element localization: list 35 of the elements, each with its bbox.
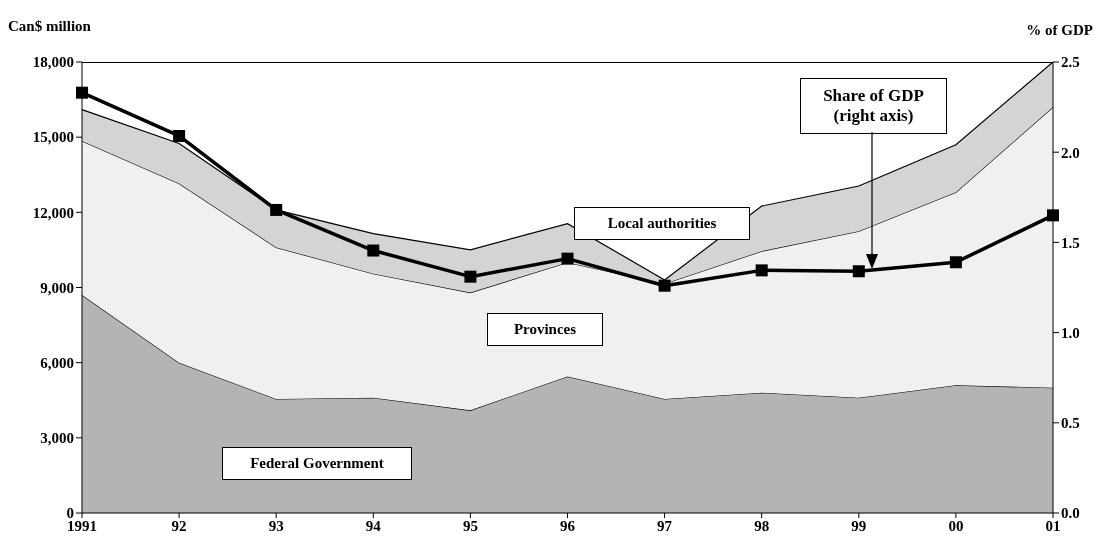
point [464, 270, 477, 283]
point [561, 252, 574, 265]
point [173, 129, 186, 142]
point [367, 244, 380, 257]
y2-tick-label: 2.0 [1061, 144, 1080, 161]
x-tick-label: 97 [657, 517, 673, 534]
x-tick-label: 99 [851, 517, 867, 534]
y2-tick-label: 2.5 [1061, 54, 1080, 71]
x-tick-label: 94 [365, 517, 382, 534]
y-axis-title: Can$ million [8, 18, 91, 35]
y-tick-label: 12,000 [32, 204, 74, 221]
y-tick-label: 6,000 [40, 354, 74, 371]
point [270, 203, 283, 216]
point [1047, 209, 1059, 222]
x-tick-label: 93 [268, 517, 284, 534]
y-tick-label: 15,000 [32, 129, 74, 146]
x-tick-label: 01 [1045, 517, 1061, 534]
x-tick-label: 95 [462, 517, 478, 534]
x-tick-label: 96 [560, 517, 576, 534]
y2-tick-label: 0.0 [1061, 505, 1080, 522]
point [852, 265, 865, 278]
y-tick-label: 9,000 [40, 279, 74, 296]
y2-tick-label: 0.5 [1061, 415, 1080, 432]
point [76, 86, 88, 99]
y2-tick-label: 1.5 [1061, 234, 1080, 251]
x-tick-label: 98 [754, 517, 770, 534]
x-tick-label: 92 [171, 517, 187, 534]
point [658, 279, 671, 292]
point [949, 256, 962, 269]
y2-tick-label: 1.0 [1061, 324, 1080, 341]
point [755, 264, 768, 277]
y-tick-label: 18,000 [32, 54, 74, 71]
y2-axis-title: % of GDP [1026, 22, 1093, 39]
x-tick-label: 00 [948, 517, 964, 534]
y-tick-label: 3,000 [40, 430, 74, 447]
